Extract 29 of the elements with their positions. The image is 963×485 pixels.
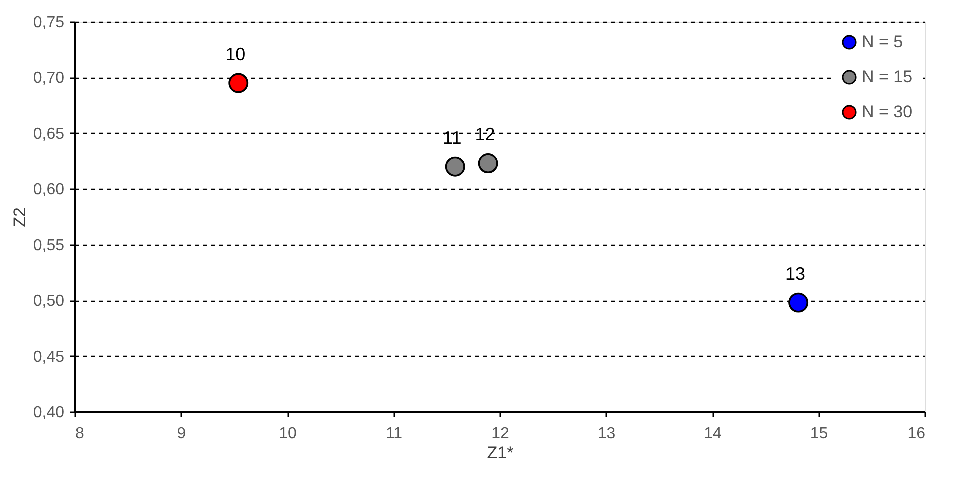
- point: [445, 156, 466, 177]
- annotation: 12: [475, 124, 496, 145]
- x-tick-label: 10: [279, 426, 297, 442]
- legend-label: N = 15: [862, 68, 913, 86]
- legend-label: N = 5: [862, 32, 904, 52]
- x-tick-label: 15: [810, 426, 828, 442]
- point: [228, 73, 249, 94]
- x-tick-label: 9: [177, 426, 186, 442]
- point: [788, 292, 809, 313]
- y-tick-label: 0,70: [33, 70, 65, 88]
- legend-label: N = 30: [862, 102, 913, 122]
- y-tick-label: 0,55: [33, 237, 65, 254]
- x-tick-label: 11: [386, 426, 403, 442]
- annotation: 10: [226, 44, 246, 64]
- x-tick-label: 13: [598, 426, 616, 442]
- x-tick-label: 16: [908, 426, 926, 442]
- y-tick-label: 0,45: [33, 348, 65, 366]
- point: [478, 154, 498, 174]
- y-tick-label: 0,75: [33, 14, 65, 32]
- y-tick-label: 0,50: [33, 293, 65, 310]
- y-axis-title: Z2: [10, 208, 30, 228]
- y-tick-label: 0,40: [33, 404, 65, 422]
- x-tick-label: 8: [76, 426, 84, 442]
- y-tick-label: 0,60: [33, 182, 65, 199]
- x-tick-label: 14: [704, 426, 722, 442]
- x-axis-title: Z1*: [487, 444, 514, 462]
- x-tick-label: 12: [492, 426, 510, 442]
- annotation: 13: [786, 264, 806, 284]
- y-tick-label: 0,65: [33, 126, 65, 143]
